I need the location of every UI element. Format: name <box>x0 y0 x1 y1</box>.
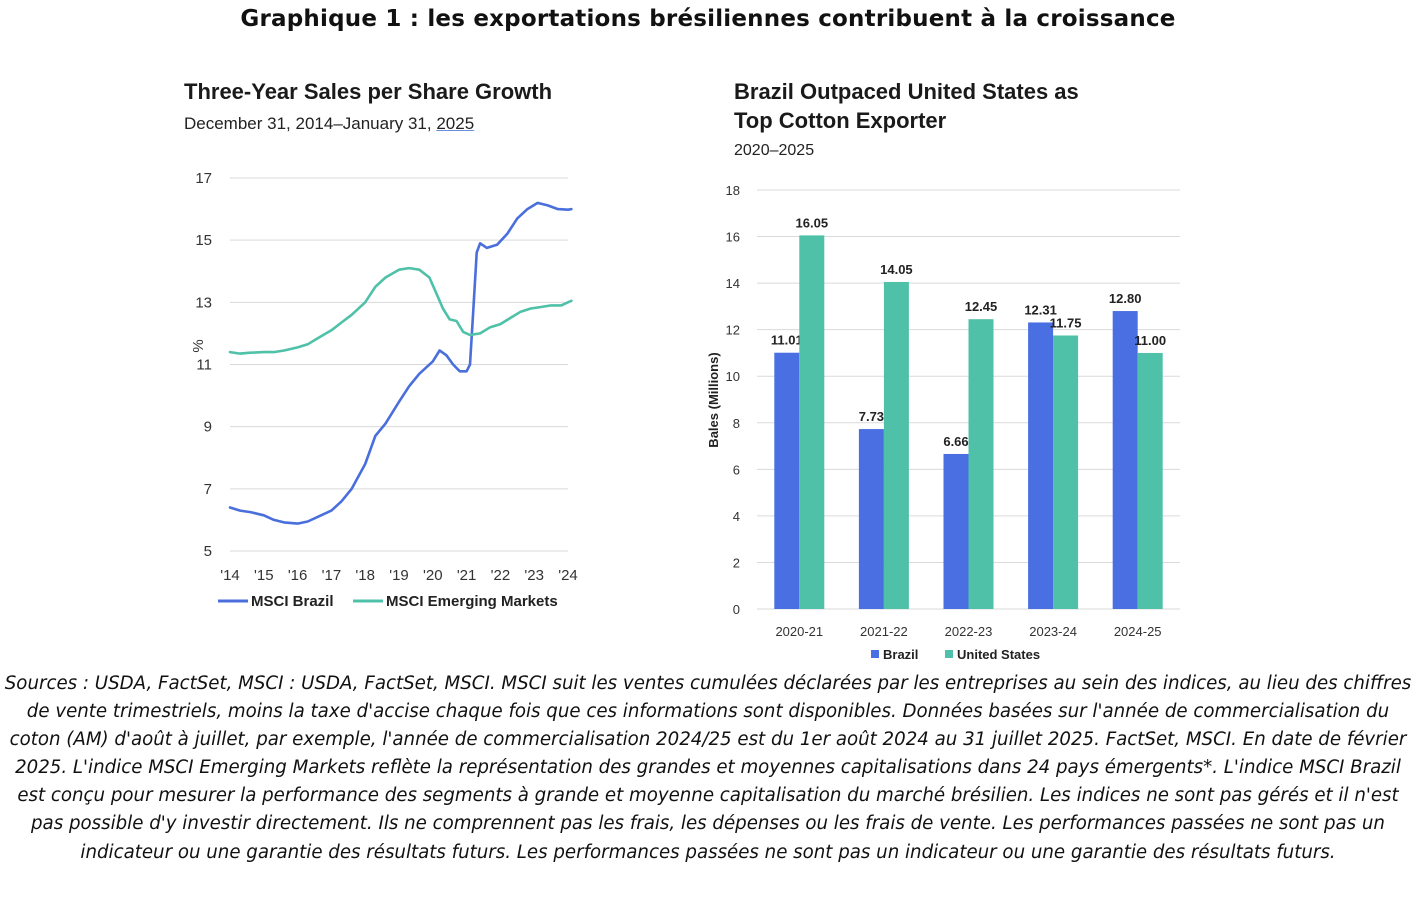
data-label: 12.80 <box>1109 291 1142 306</box>
footnote-sources: Sources : USDA, FactSet, MSCI : USDA, Fa… <box>4 673 1412 863</box>
bar-chart: 0 2 4 6 8 10 12 14 16 18 Bales (Millions) 2020-21 11… <box>706 183 1180 662</box>
y-axis-label: Bales (Millions) <box>706 352 721 447</box>
x-tick-label: '20 <box>423 567 443 584</box>
line-chart-title: Three-Year Sales per Share Growth <box>184 79 553 104</box>
x-tick-label: '17 <box>322 567 342 584</box>
y-tick-label: 10 <box>726 369 740 384</box>
x-tick-label: 2022-23 <box>945 624 993 639</box>
series-line-msci-brazil <box>228 201 573 525</box>
bar-brazil <box>1028 322 1054 609</box>
x-tick-label: '19 <box>389 567 409 584</box>
line-chart-subtitle: December 31, 2014–January 31, 2025 <box>184 114 474 134</box>
x-tick-label: 2020-21 <box>775 624 823 639</box>
legend-label: MSCI Emerging Markets <box>386 593 558 610</box>
y-axis-label: % <box>190 339 207 352</box>
x-tick-label: '22 <box>491 567 511 584</box>
bar-brazil <box>858 429 884 609</box>
bar-brazil <box>774 352 800 609</box>
bar-chart-title-line2: Top Cotton Exporter <box>734 108 947 133</box>
line-chart-subtitle-year: 2025 <box>436 114 475 133</box>
x-tick-label: '24 <box>558 567 578 584</box>
x-tick-label: '16 <box>288 567 308 584</box>
x-tick-label: '21 <box>457 567 477 584</box>
legend-label: Brazil <box>883 647 918 662</box>
x-tick-label: 2024-25 <box>1114 624 1162 639</box>
x-tick-label: '14 <box>220 567 240 584</box>
y-tick-label: 4 <box>733 509 740 524</box>
y-tick-label: 0 <box>733 602 740 617</box>
bar-united-states <box>883 281 909 609</box>
data-label: 11.01 <box>771 333 803 348</box>
series-line-msci-emerging-markets <box>228 266 573 355</box>
bar-united-states <box>1053 335 1079 609</box>
page-title: Graphique 1 : les exportations brésilien… <box>240 6 1176 32</box>
data-label: 11.75 <box>1050 315 1082 330</box>
bar-chart-title-line1: Brazil Outpaced United States as <box>734 79 1079 104</box>
y-tick-label: 11 <box>196 357 212 374</box>
legend-swatch <box>945 650 953 658</box>
x-tick-label: '15 <box>254 567 274 584</box>
line-chart: 5 7 9 11 13 15 17 '14 '15 '16 '17 '18 '19 '20 '21 '22 '2… <box>190 170 578 610</box>
y-tick-label: 9 <box>204 419 212 436</box>
data-label: 16.05 <box>796 215 829 230</box>
bar-united-states <box>799 235 825 609</box>
bar-brazil <box>1112 311 1138 609</box>
y-tick-label: 8 <box>733 416 740 431</box>
y-tick-label: 13 <box>195 294 212 311</box>
x-tick-label: '18 <box>355 567 375 584</box>
x-tick-label: 2021-22 <box>860 624 908 639</box>
y-tick-label: 12 <box>726 323 740 338</box>
y-tick-label: 15 <box>195 232 212 249</box>
line-chart-subtitle-range: December 31, 2014–January 31, <box>184 114 437 133</box>
legend-swatch <box>871 650 879 658</box>
y-tick-label: 16 <box>726 230 740 245</box>
y-tick-label: 18 <box>726 183 740 198</box>
y-tick-label: 2 <box>733 555 740 570</box>
y-tick-label: 7 <box>204 481 212 498</box>
y-tick-label: 17 <box>195 170 212 187</box>
bar-united-states <box>968 319 994 609</box>
x-tick-label: '23 <box>524 567 544 584</box>
y-tick-label: 6 <box>733 462 740 477</box>
data-label: 12.31 <box>1024 302 1057 317</box>
bar-united-states <box>1137 352 1163 609</box>
data-label: 14.05 <box>880 262 913 277</box>
data-label: 11.00 <box>1134 333 1166 348</box>
bar-brazil <box>943 453 969 609</box>
data-label: 12.45 <box>965 299 998 314</box>
y-tick-label: 14 <box>726 276 740 291</box>
y-tick-label: 5 <box>204 543 212 560</box>
legend-label: United States <box>957 647 1040 662</box>
x-tick-label: 2023-24 <box>1029 624 1077 639</box>
bar-chart-subtitle: 2020–2025 <box>734 142 815 159</box>
data-label: 6.66 <box>943 434 968 449</box>
bar-chart-title: Brazil Outpaced United States as Top Cot… <box>734 77 1079 135</box>
legend-label: MSCI Brazil <box>251 593 334 610</box>
data-label: 7.73 <box>859 409 884 424</box>
